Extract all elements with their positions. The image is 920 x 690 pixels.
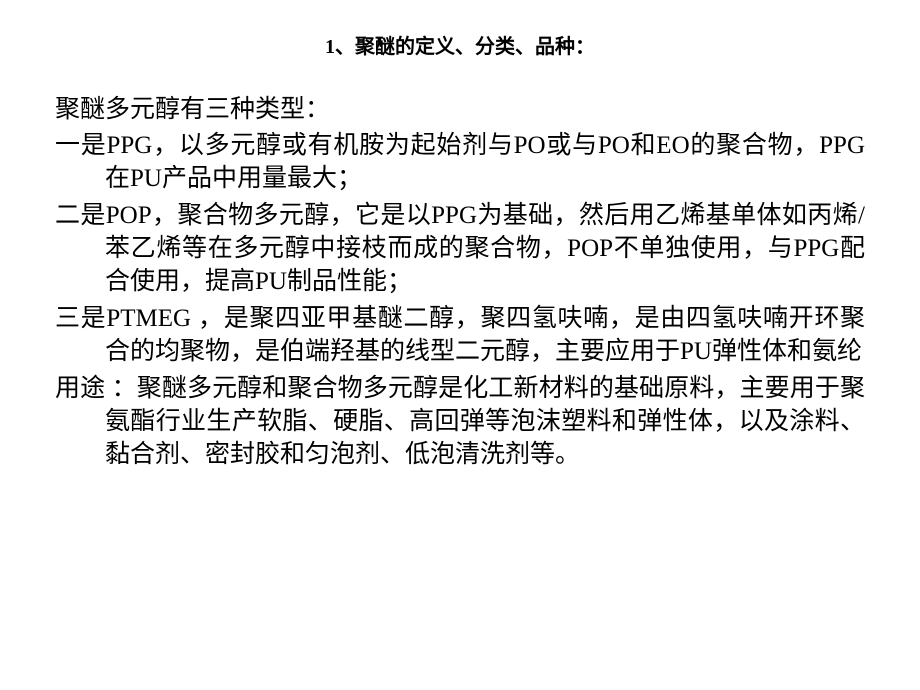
paragraph-type-2: 二是POP，聚合物多元醇，它是以PPG为基础，然后用乙烯基单体如丙烯/苯乙烯等在…	[55, 199, 865, 298]
paragraph-usage: 用途 ：聚醚多元醇和聚合物多元醇是化工新材料的基础原料，主要用于聚氨酯行业生产软…	[55, 372, 865, 471]
paragraph-type-1: 一是PPG，以多元醇或有机胺为起始剂与PO或与PO和EO的聚合物，PPG在PU产…	[55, 129, 865, 195]
intro-text: 聚醚多元醇有三种类型：	[55, 89, 865, 125]
paragraph-type-3: 三是PTMEG ，是聚四亚甲基醚二醇，聚四氢呋喃，是由四氢呋喃开环聚合的均聚物，…	[55, 302, 865, 368]
slide-title: 1、聚醚的定义、分类、品种：	[55, 30, 865, 59]
